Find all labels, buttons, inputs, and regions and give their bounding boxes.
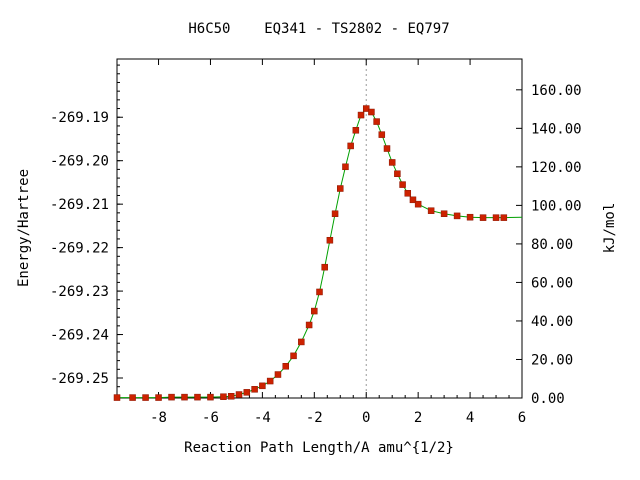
- y-tick-label: -269.20: [50, 154, 109, 170]
- data-point: [388, 159, 396, 166]
- data-point: [347, 142, 354, 150]
- data-point: [394, 170, 401, 177]
- data-point: [409, 196, 417, 204]
- y2-axis-label: kJ/mol: [602, 203, 618, 254]
- data-point: [326, 236, 334, 244]
- x-tick-label: -4: [254, 410, 271, 426]
- data-point: [337, 185, 344, 192]
- data-point: [243, 389, 251, 396]
- x-tick-label: -6: [202, 410, 219, 426]
- data-point: [155, 394, 162, 401]
- data-point: [298, 338, 305, 346]
- y-tick-label: -269.21: [50, 197, 109, 213]
- data-point: [266, 377, 274, 385]
- x-tick-label: 2: [414, 410, 422, 426]
- x-axis-label: Reaction Path Length/A amu^{1/2}: [184, 440, 454, 456]
- data-point: [453, 212, 461, 220]
- data-point: [259, 382, 266, 390]
- y2-tick-label: 80.00: [531, 237, 573, 253]
- data-point: [383, 145, 391, 152]
- data-point: [207, 393, 214, 401]
- data-point: [500, 214, 508, 221]
- x-tick-label: -8: [150, 410, 167, 426]
- x-tick-label: 0: [362, 410, 370, 426]
- data-point: [316, 288, 323, 296]
- y2-tick-label: 40.00: [531, 314, 573, 330]
- plot-frame: [116, 58, 523, 399]
- data-point: [251, 386, 258, 393]
- y-tick-label: -269.19: [50, 110, 109, 126]
- series-line: [117, 107, 504, 399]
- data-point: [194, 393, 201, 401]
- y2-tick-label: 20.00: [531, 352, 573, 368]
- data-point: [181, 393, 188, 401]
- data-point: [321, 263, 328, 271]
- chart-title: H6C50 EQ341 - TS2802 - EQ797: [188, 21, 449, 37]
- plot-area: -8 -6 -4 -2 0 2 4 6 -269.25 -269.24 -269.23 -269.22…: [50, 58, 582, 426]
- x-tick-label: 6: [518, 410, 526, 426]
- data-point: [404, 190, 412, 197]
- data-point: [368, 108, 375, 116]
- data-point: [274, 371, 282, 378]
- y2-tick-label: 160.00: [531, 83, 582, 99]
- data-point: [282, 363, 289, 370]
- data-point: [113, 394, 121, 401]
- data-point: [427, 207, 435, 214]
- data-point: [129, 394, 136, 401]
- y2-tick-label: 100.00: [531, 198, 582, 214]
- data-point: [362, 105, 370, 112]
- data-point: [373, 118, 380, 125]
- data-point: [479, 214, 487, 221]
- data-point: [466, 213, 474, 221]
- data-point: [168, 393, 175, 401]
- data-point: [142, 394, 149, 401]
- data-point: [305, 321, 313, 329]
- data-point: [290, 352, 297, 360]
- y2-tick-label: 140.00: [531, 121, 582, 137]
- data-point: [352, 127, 360, 134]
- y-tick-label: -269.22: [50, 241, 109, 257]
- y2-tick-label: 60.00: [531, 275, 573, 291]
- data-point: [311, 307, 318, 315]
- y-tick-label: -269.25: [50, 371, 109, 387]
- data-point: [440, 210, 448, 217]
- data-point: [227, 393, 235, 400]
- x-tick-label: 4: [466, 410, 474, 426]
- data-point: [414, 200, 422, 208]
- data-point: [235, 391, 243, 398]
- data-point: [378, 131, 386, 138]
- data-point: [357, 111, 365, 119]
- data-point: [342, 163, 349, 171]
- data-point: [492, 214, 500, 221]
- data-point: [220, 393, 227, 400]
- y-tick-label: -269.23: [50, 284, 109, 300]
- data-point: [399, 181, 406, 188]
- y2-tick-label: 0.00: [531, 391, 565, 407]
- y-axis-label: Energy/Hartree: [16, 169, 32, 287]
- data-point: [331, 210, 339, 217]
- y2-tick-label: 120.00: [531, 160, 582, 176]
- y-tick-label: -269.24: [50, 328, 109, 344]
- x-tick-label: -2: [306, 410, 323, 426]
